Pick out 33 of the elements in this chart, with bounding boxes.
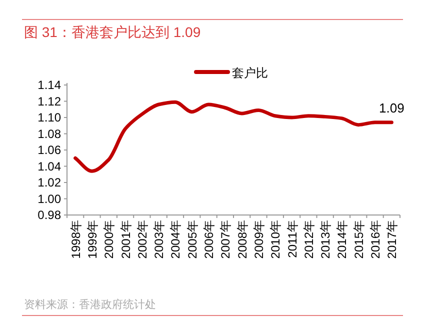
y-tick-label: 0.98 bbox=[38, 208, 62, 222]
x-tick-label: 2013年 bbox=[318, 220, 333, 259]
x-tick-label: 1999年 bbox=[85, 220, 100, 259]
x-tick-label: 2014年 bbox=[335, 220, 350, 259]
y-tick-label: 1.12 bbox=[38, 94, 62, 108]
legend-label: 套户比 bbox=[232, 66, 268, 80]
x-tick-label: 2012年 bbox=[302, 220, 316, 259]
x-tick-label: 2000年 bbox=[102, 220, 116, 259]
y-tick-label: 1.10 bbox=[38, 110, 62, 124]
x-tick-label: 2008年 bbox=[235, 220, 250, 259]
y-tick-label: 1.06 bbox=[38, 143, 62, 157]
x-tick-label: 2007年 bbox=[218, 220, 233, 259]
x-tick-label: 2010年 bbox=[268, 220, 283, 259]
x-tick-label: 2009年 bbox=[252, 220, 266, 259]
y-tick-label: 1.00 bbox=[38, 192, 62, 206]
x-tick-label: 2005年 bbox=[185, 220, 200, 259]
x-tick-label: 2001年 bbox=[118, 220, 133, 259]
x-tick-label: 2015年 bbox=[352, 220, 366, 259]
x-tick-label: 2011年 bbox=[285, 220, 300, 258]
y-tick-label: 1.08 bbox=[38, 126, 62, 141]
x-tick-label: 2006年 bbox=[202, 220, 216, 259]
x-tick-label: 2002年 bbox=[135, 220, 150, 259]
x-tick-label: 1998年 bbox=[68, 220, 83, 259]
y-tick-label: 1.14 bbox=[38, 78, 62, 92]
x-tick-label: 2017年 bbox=[385, 220, 400, 259]
y-tick-label: 1.02 bbox=[38, 176, 62, 190]
y-tick-label: 1.04 bbox=[38, 159, 62, 174]
text: 资料来源：香港政府统计处 bbox=[24, 298, 156, 311]
annotation: 1.09 bbox=[379, 100, 404, 116]
x-tick-label: 2016年 bbox=[368, 220, 383, 259]
chart-title: 图 31：香港套户比达到 1.09 bbox=[24, 24, 201, 40]
x-tick-label: 2004年 bbox=[168, 220, 183, 259]
x-tick-label: 2003年 bbox=[152, 220, 166, 259]
